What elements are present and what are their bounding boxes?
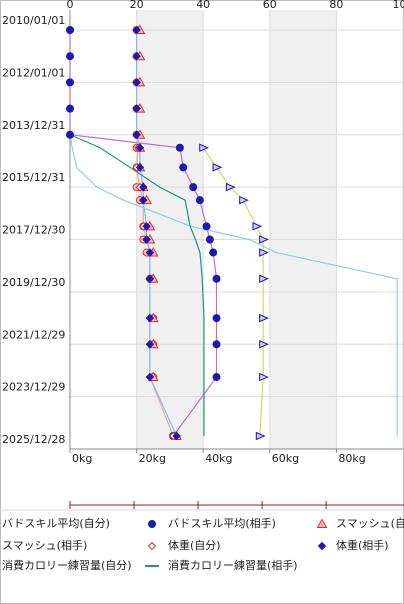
x-tick-label: 20 xyxy=(130,0,144,11)
marker xyxy=(142,222,151,231)
legend-label: スマッシュ(自分) xyxy=(336,517,404,530)
legend-swatch xyxy=(317,541,327,551)
marker xyxy=(132,104,141,113)
legend-label: スマッシュ(相手) xyxy=(2,538,87,552)
marker xyxy=(135,143,145,152)
marker xyxy=(209,248,218,257)
marker xyxy=(259,235,269,244)
marker xyxy=(145,340,155,349)
marker xyxy=(132,130,141,139)
x-tick-label: 0 xyxy=(67,0,74,11)
x-tick-label: 60 xyxy=(263,0,277,11)
marker xyxy=(199,143,209,153)
marker xyxy=(135,163,145,172)
legend-label: 消費カロリー練習量(相手) xyxy=(168,558,298,572)
legend-swatch xyxy=(147,541,157,551)
x-tick-label: 20kg xyxy=(139,452,166,465)
marker xyxy=(142,235,151,244)
marker xyxy=(66,52,74,61)
marker xyxy=(132,78,141,87)
marker xyxy=(259,274,269,284)
y-tick-label: 2017/12/30 xyxy=(2,224,65,237)
y-tick-label: 2023/12/29 xyxy=(2,381,65,394)
marker xyxy=(259,372,269,382)
x-tick-label: 60kg xyxy=(272,452,299,465)
legend-label: 体重(自分) xyxy=(168,538,221,552)
legend-label: 体重(相手) xyxy=(336,538,389,552)
marker xyxy=(225,182,236,192)
marker xyxy=(179,163,188,172)
marker xyxy=(145,274,155,283)
marker xyxy=(239,195,249,205)
marker xyxy=(259,339,269,349)
marker xyxy=(189,183,198,192)
x-tick-label: 80 xyxy=(329,0,343,11)
x-tick-label: 40 xyxy=(196,0,210,11)
marker xyxy=(132,25,141,35)
marker xyxy=(145,372,155,382)
marker xyxy=(139,195,148,205)
x-tick-label: 40kg xyxy=(205,452,232,465)
marker xyxy=(145,248,155,257)
y-tick-label: 2015/12/31 xyxy=(2,171,65,184)
y-tick-label: 2012/01/01 xyxy=(2,66,65,79)
y-tick-label: 2010/01/01 xyxy=(2,14,65,27)
legend-swatch xyxy=(148,520,156,528)
marker xyxy=(212,163,223,172)
y-tick-label: 2013/12/31 xyxy=(2,119,65,132)
marker xyxy=(175,143,184,152)
marker xyxy=(255,431,266,441)
marker xyxy=(66,104,74,113)
marker xyxy=(212,340,221,349)
y-tick-label: 2025/12/28 xyxy=(2,433,65,446)
marker xyxy=(195,196,204,205)
legend-swatch xyxy=(316,518,328,528)
marker xyxy=(66,130,74,139)
legend-label: 消費カロリー練習量(自分) xyxy=(2,558,132,572)
series-line xyxy=(69,134,205,437)
marker xyxy=(212,314,221,323)
marker xyxy=(259,313,269,323)
marker xyxy=(66,26,74,34)
marker xyxy=(212,373,221,382)
marker xyxy=(66,78,74,87)
series-line xyxy=(69,134,398,437)
marker xyxy=(132,51,141,61)
legend-label: バドスキル平均(相手) xyxy=(168,516,276,530)
y-tick-label: 2019/12/30 xyxy=(2,276,65,289)
x-tick-label: 80kg xyxy=(338,452,365,465)
marker xyxy=(145,313,155,323)
marker xyxy=(139,182,148,192)
marker xyxy=(202,222,211,231)
marker xyxy=(205,235,214,244)
marker xyxy=(252,222,263,231)
band xyxy=(269,10,337,449)
y-tick-label: 2021/12/29 xyxy=(2,328,65,341)
marker xyxy=(172,431,181,441)
marker xyxy=(259,248,269,257)
x-tick-label: 0kg xyxy=(72,452,92,465)
x-tick-label: 100 xyxy=(393,0,404,11)
marker xyxy=(212,274,221,283)
legend-label: バドスキル平均(自分) xyxy=(2,517,110,530)
